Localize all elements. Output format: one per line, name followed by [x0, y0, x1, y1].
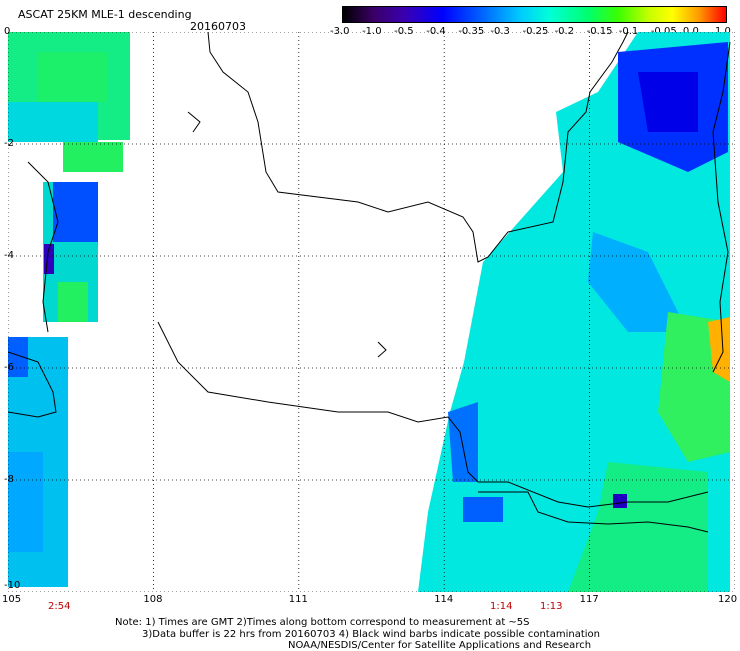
- colorbar-label: -0.35: [458, 26, 485, 37]
- colorbar-label: -3.0: [330, 26, 350, 37]
- lon-label: 117: [579, 594, 599, 605]
- swath-time-1: 2:54: [48, 601, 71, 612]
- colorbar-label: -0.15: [586, 26, 613, 37]
- colorbar-label: -0.25: [522, 26, 549, 37]
- colorbar-label: -0.1: [618, 26, 639, 37]
- lat-label: 0: [4, 26, 11, 37]
- colorbar: [342, 6, 727, 23]
- colorbar-label: -0.5: [394, 26, 414, 37]
- swath-patches: [8, 32, 730, 592]
- colorbar-label: -1.0: [362, 26, 382, 37]
- swath-map: [8, 32, 735, 592]
- product-title: ASCAT 25KM MLE-1 descending: [18, 8, 192, 21]
- product-date: 20160703: [190, 20, 246, 33]
- note-line-2: 3)Data buffer is 22 hrs from 20160703 4)…: [142, 629, 600, 640]
- colorbar-label: -0.3: [490, 26, 510, 37]
- lat-lon-grid: [8, 32, 735, 592]
- colorbar-label: -0.05: [650, 26, 677, 37]
- lon-label: 120: [718, 594, 738, 605]
- lat-label: -2: [4, 138, 14, 149]
- coastlines: [8, 32, 731, 533]
- lon-label: 114: [434, 594, 454, 605]
- colorbar-label: 0.0: [682, 26, 699, 37]
- lat-label: -8: [4, 474, 14, 485]
- lat-label: -10: [4, 580, 21, 591]
- lat-label: -6: [4, 362, 14, 373]
- note-line-1: Note: 1) Times are GMT 2)Times along bot…: [115, 617, 530, 628]
- lon-label: 105: [2, 594, 22, 605]
- lat-label: -4: [4, 250, 14, 261]
- colorbar-label: -0.4: [426, 26, 446, 37]
- note-line-3: NOAA/NESDIS/Center for Satellite Applica…: [288, 640, 592, 651]
- lon-label: 111: [288, 594, 308, 605]
- colorbar-label: 1.0: [715, 26, 731, 37]
- colorbar-label: -0.2: [554, 26, 575, 37]
- lon-label: 108: [143, 594, 163, 605]
- swath-time-2: 1:14: [490, 601, 513, 612]
- swath-time-3: 1:13: [540, 601, 563, 612]
